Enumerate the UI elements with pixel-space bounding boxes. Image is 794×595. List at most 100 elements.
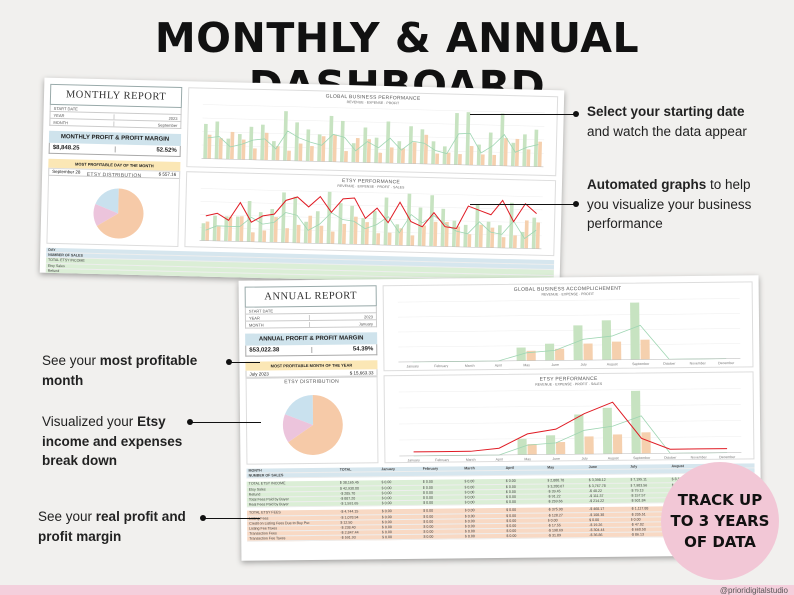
callout-start-date-bold: Select your starting date	[587, 104, 745, 119]
table-cell: $ 0.00	[464, 500, 475, 505]
row-total: -$ 591.93	[340, 535, 356, 541]
bar-expense	[205, 221, 210, 241]
bar-revenue	[248, 126, 254, 160]
table-cell: $ 0.00	[464, 524, 475, 529]
callout-line	[191, 422, 261, 423]
bar-expense	[526, 350, 536, 361]
bar-expense	[527, 444, 537, 455]
table-cell: $ 3,767.78	[588, 483, 606, 488]
table-cell: -$ 19.26	[589, 522, 603, 528]
table-cell: $ 0.00	[506, 513, 517, 518]
table-cell: $ 0.00	[506, 534, 517, 539]
callout-dot	[573, 111, 579, 117]
table-cell: $ 7,195.11	[630, 477, 647, 483]
bar-expense	[252, 148, 257, 160]
bar-revenue	[408, 126, 413, 164]
bar-expense	[376, 233, 381, 245]
bar-expense	[353, 216, 358, 245]
callout-line	[230, 362, 260, 363]
table-cell: $ 0.00	[464, 529, 475, 534]
bar-expense	[207, 134, 212, 159]
month-tick-label: October	[664, 456, 677, 460]
profit-line	[205, 212, 537, 240]
gridline	[397, 313, 740, 318]
bar-expense	[492, 154, 497, 166]
monthly-summary-panel: MONTHLY REPORT START DATE YEAR 2023 MONTH…	[48, 83, 183, 180]
bar-expense	[412, 142, 417, 164]
gridline	[202, 104, 545, 114]
callout-graphs-bold: Automated graphs	[587, 177, 707, 192]
row-label: Listing Fee Taxes	[249, 526, 278, 531]
table-cell: $ 0.00	[505, 479, 516, 484]
table-cell: $ 0.00	[423, 529, 434, 534]
bar-expense	[455, 226, 461, 247]
bar-revenue	[212, 215, 217, 241]
callout-real-profit-bold2: profit margin	[38, 528, 122, 544]
footer-strip	[0, 585, 794, 595]
bar-expense	[612, 434, 623, 454]
bar-expense	[503, 138, 508, 167]
month-tick-label: June	[551, 363, 559, 367]
gridline	[200, 188, 543, 198]
bar-revenue	[602, 407, 613, 454]
table-header-cell: July	[630, 464, 638, 469]
bar-expense	[556, 441, 566, 455]
bar-expense	[641, 432, 651, 454]
table-cell: $ 0.00	[506, 523, 517, 528]
legend-revenue: REVENUE	[535, 382, 553, 387]
gridline	[200, 201, 543, 211]
annual-summary-panel: ANNUAL REPORT START DATE YEAR 2023 MONTH J…	[244, 285, 378, 379]
table-cell: $ 0.00	[506, 508, 517, 513]
bar-expense	[478, 224, 483, 248]
bar-expense	[584, 436, 594, 455]
month-tick-label: September	[632, 362, 650, 366]
callout-profitable-pre: See your	[42, 353, 100, 368]
callout-real-profit-bold: real profit and	[95, 509, 186, 524]
x-axis	[199, 240, 542, 250]
table-cell: $ 0.00	[381, 509, 392, 514]
bar-expense	[387, 232, 392, 246]
row-label: Transaction Fees	[249, 531, 277, 536]
month-row[interactable]: MONTH January	[244, 320, 378, 329]
bar-expense	[640, 339, 650, 360]
legend-sales: SALES	[590, 381, 603, 387]
badge-line1: TRACK UP	[677, 490, 763, 509]
row-label: Refund	[248, 492, 261, 497]
table-cell: $ 0.00	[464, 508, 475, 513]
callout-real-profit-pre: See your	[38, 509, 96, 524]
callout-graphs-text3: performance	[587, 216, 663, 232]
monthly-etsy-chart	[199, 188, 543, 250]
bar-expense	[421, 225, 426, 247]
table-header-cell: March	[464, 466, 475, 471]
month-tick-label: November	[691, 455, 708, 459]
bar-expense	[526, 149, 531, 167]
bar-expense	[435, 153, 440, 165]
year-value[interactable]: 2023	[113, 113, 181, 121]
bar-revenue	[522, 134, 527, 167]
bar-revenue	[260, 124, 265, 161]
row-total: -$ 1,591.65	[340, 501, 359, 506]
month-tick-label: March	[465, 364, 475, 368]
month-value[interactable]: September	[113, 120, 181, 128]
callout-start-date-text: and watch the data appear	[587, 123, 747, 139]
bar-expense	[535, 222, 541, 249]
bar-revenue	[246, 200, 252, 242]
bar-revenue	[533, 129, 539, 167]
month-tick-label: June	[552, 457, 560, 461]
table-cell: $ 0.00	[381, 490, 392, 496]
table-cell: $ 0.00	[381, 501, 392, 506]
callout-graphs-text2: you visualize your business	[587, 196, 752, 212]
x-axis	[398, 358, 741, 363]
table-cell: $ 0.00	[381, 480, 392, 485]
month-label: MONTH	[53, 119, 69, 125]
month-value[interactable]: January	[308, 320, 377, 327]
table-cell: $ 0.00	[547, 518, 558, 523]
legend-expense: EXPENSE	[357, 184, 375, 189]
bar-revenue	[317, 134, 322, 162]
callout-dot	[200, 515, 206, 521]
bar-revenue	[544, 343, 555, 361]
table-cell: $ 0.00	[464, 519, 475, 524]
bar-expense	[467, 234, 472, 248]
gridline	[397, 298, 740, 303]
year-value[interactable]: 2023	[308, 313, 376, 320]
